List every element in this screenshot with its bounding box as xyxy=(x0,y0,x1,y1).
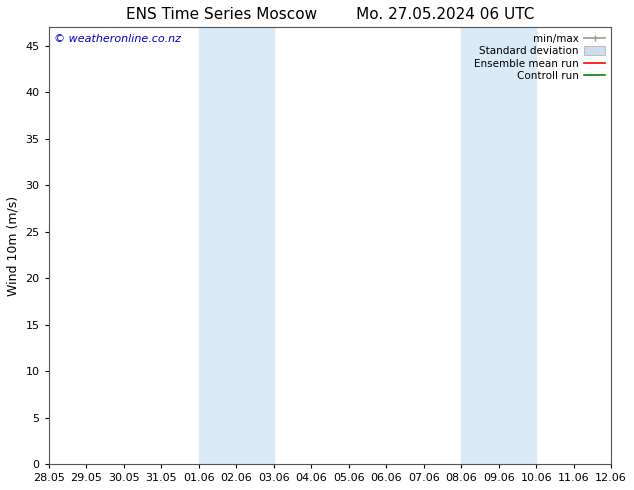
Y-axis label: Wind 10m (m/s): Wind 10m (m/s) xyxy=(7,196,20,296)
Legend: min/max, Standard deviation, Ensemble mean run, Controll run: min/max, Standard deviation, Ensemble me… xyxy=(471,30,608,84)
Bar xyxy=(198,27,274,464)
Text: © weatheronline.co.nz: © weatheronline.co.nz xyxy=(55,34,181,44)
Title: ENS Time Series Moscow        Mo. 27.05.2024 06 UTC: ENS Time Series Moscow Mo. 27.05.2024 06… xyxy=(126,7,534,22)
Bar xyxy=(461,27,536,464)
